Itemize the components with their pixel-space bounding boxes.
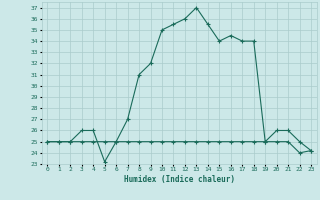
X-axis label: Humidex (Indice chaleur): Humidex (Indice chaleur) bbox=[124, 175, 235, 184]
